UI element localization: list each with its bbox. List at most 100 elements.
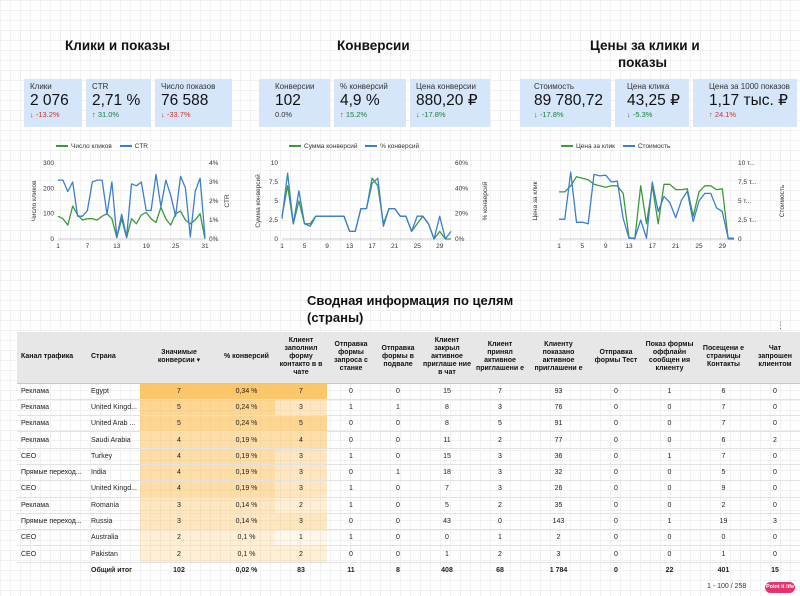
table-cell: 3 <box>140 513 218 531</box>
table-cell: 0 <box>590 448 642 465</box>
table-cell: 0 <box>375 480 421 498</box>
chart-clicks-ctr[interactable]: Число кликов CTR 300 200 100 0 4% 3% 2% 1% 0% 1 7 1… <box>20 143 235 255</box>
kpi-change: ↓ -17.8% <box>416 110 446 119</box>
table-cell: 3 <box>275 399 327 417</box>
table-row[interactable]: Реклама United Arab ... 5 0,24 % 5 0 0 8 5 91 0 0 7 0 <box>17 415 800 433</box>
kpi-card-ctr[interactable]: CTR 2,71 % ↑ 31.0% <box>86 79 151 127</box>
table-total-cell: 11 <box>347 567 355 575</box>
column-header[interactable]: Показ формы оффлайн сообщен ия клиенту <box>642 332 697 384</box>
table-cell: 11 <box>421 431 473 449</box>
table-cell: 0 <box>750 545 800 563</box>
chart-prices[interactable]: Цена за клик Стоимость 10 т... 7,5 т... 5 … <box>525 143 790 255</box>
x-tick-label: 25 <box>172 243 180 250</box>
kpi-change: ↓ -5.3% <box>627 110 653 119</box>
table-row[interactable]: Реклама United Kingd... 5 0,24 % 3 1 1 8 3 76 0 0 7 0 <box>17 399 800 417</box>
chart-conversions[interactable]: Сумма конверсий % конверсий 10 7,5 5 2,5 0 60… <box>248 143 493 255</box>
table-cell: 0,1 % <box>218 529 275 547</box>
kpi-card-cpc[interactable]: Цена клика 43,25 ₽ ↓ -5.3% <box>615 79 689 127</box>
table-row[interactable]: Реклама Romania 3 0,14 % 2 1 0 5 2 35 0 0 2 0 <box>17 497 800 514</box>
x-tick-label: 13 <box>113 243 121 250</box>
table-total-cell: 83 <box>297 567 305 575</box>
column-header[interactable]: Канал трафика <box>17 332 87 384</box>
table-cell: 77 <box>527 431 590 449</box>
table-cell: 3 <box>140 497 218 514</box>
y-tick-label-right: 4% <box>209 160 219 167</box>
table-total-row: Общий итог 102 0,02 % 83 11 8 408 68 1 784 0 22 401… <box>17 562 800 578</box>
section-title-conversions: Конверсии <box>337 38 410 53</box>
series-line-blue <box>58 173 206 238</box>
kpi-card-impressions[interactable]: Число показов 76 588 ↓ -33.7% <box>155 79 232 127</box>
y-axis-title-left: Сумма конверсий <box>254 174 262 228</box>
table-cell: 6 <box>697 431 750 449</box>
kpi-card-conversion-rate[interactable]: % конверсий 4,9 % ↑ 15.2% <box>334 79 406 127</box>
table-cell: 1 <box>327 448 375 465</box>
column-header[interactable]: Клиент заполнил форму контакто в в чате <box>275 332 327 384</box>
table-row[interactable]: CEO Australia 2 0,1 % 1 1 0 0 1 2 0 0 0 0 <box>17 529 800 547</box>
table-row[interactable]: CEO Pakistan 2 0,1 % 2 0 0 1 2 3 0 0 1 0 <box>17 545 800 563</box>
table-cell: 2 <box>697 497 750 514</box>
table-row[interactable]: CEO Turkey 4 0,19 % 3 1 0 15 3 36 0 1 7 0 <box>17 448 800 465</box>
column-header[interactable]: Отправка формы в подвале <box>375 332 421 384</box>
chart-svg: 10 7,5 5 2,5 0 60% 40% 20% 0% 1 5 9 13 17 21 25 29 Сумма … <box>254 160 489 250</box>
table-cell: Реклама <box>17 431 87 449</box>
x-tick-label: 19 <box>143 243 151 250</box>
table-cell: 0,14 % <box>218 513 275 531</box>
more-options-icon[interactable]: ⋮ <box>776 320 785 330</box>
table-cell: 2 <box>275 497 327 514</box>
table-cell: 7 <box>697 448 750 465</box>
kpi-label: Конверсии <box>275 82 315 91</box>
table-cell: 0 <box>590 415 642 433</box>
section-title-summary-line2: (страны) <box>307 310 364 325</box>
table-cell: 7 <box>473 383 527 400</box>
y-tick-label-left: 10 <box>271 160 279 167</box>
table-cell: 3 <box>473 464 527 482</box>
column-header[interactable]: Посещени е страницы Контакты <box>697 332 750 384</box>
table-cell: 7 <box>697 415 750 433</box>
table-row[interactable]: Реклама Saudi Arabia 4 0,19 % 4 0 0 11 2 77 0 0 6 2 <box>17 431 800 449</box>
table-cell: 0 <box>642 399 697 417</box>
table-cell: 0 <box>590 431 642 449</box>
column-header[interactable]: Клиент принял активное приглашени е <box>473 332 527 384</box>
pagination-info: 1 - 100 / 258 <box>707 583 747 590</box>
kpi-label: CTR <box>92 82 109 91</box>
y-tick-label-right: 10 т... <box>738 160 755 167</box>
kpi-label: Цена клика <box>627 82 670 91</box>
column-header[interactable]: Отправка формы запроса с станке <box>327 332 375 384</box>
column-header[interactable]: Значимые конверсии ▾ <box>140 332 218 384</box>
table-cell: 0 <box>590 399 642 417</box>
table-cell: Russia <box>87 513 140 531</box>
table-row[interactable]: Прямые переход... India 4 0,19 % 3 0 1 18 3 32 0 0 5… <box>17 464 800 482</box>
table-cell: 4 <box>140 480 218 498</box>
table-cell: 5 <box>275 415 327 433</box>
column-header[interactable]: % конверсий <box>218 332 275 384</box>
kpi-card-conversion-cost[interactable]: Цена конверсии 880,20 ₽ ↓ -17.8% <box>410 79 490 127</box>
y-tick-label-left: 100 <box>43 211 54 218</box>
column-header[interactable]: Чат запрошен клиентом <box>750 332 800 384</box>
table-cell: United Kingd... <box>87 399 140 417</box>
kpi-value: 76 588 <box>161 92 209 109</box>
table-cell: 91 <box>527 415 590 433</box>
table-row[interactable]: Реклама Egypt 7 0,34 % 7 0 0 15 7 93 0 1 6 0 <box>17 383 800 400</box>
column-header[interactable]: Страна <box>87 332 140 384</box>
table-cell: 43 <box>421 513 473 531</box>
kpi-card-cpm[interactable]: Цена за 1000 показов 1,17 тыс. ₽ ↑ 24.1% <box>693 79 797 127</box>
kpi-label: Клики <box>30 82 52 91</box>
table-cell: 0,24 % <box>218 399 275 417</box>
table-cell: 0 <box>642 464 697 482</box>
legend-swatch-icon <box>289 145 301 148</box>
kpi-card-conversions[interactable]: Конверсии 102 0.0% <box>259 79 330 127</box>
table-row[interactable]: Прямые переход... Russia 3 0,14 % 3 0 0 43 0 143 0… <box>17 513 800 531</box>
x-tick-label: 21 <box>391 243 399 250</box>
table-cell: 0 <box>750 497 800 514</box>
x-tick-label: 29 <box>719 243 727 250</box>
x-tick-label: 1 <box>557 243 561 250</box>
table-row[interactable]: CEO United Kingd... 4 0,19 % 3 1 0 7 3 26 0 0 9 0 <box>17 480 800 498</box>
kpi-card-clicks[interactable]: Клики 2 076 ↓ -13.2% <box>24 79 82 127</box>
x-tick-label: 25 <box>414 243 422 250</box>
kpi-card-cost[interactable]: Стоимость 89 780,72 ↓ -17.8% <box>520 79 611 127</box>
kpi-label: % конверсий <box>340 82 388 91</box>
table-cell: 0,1 % <box>218 545 275 563</box>
column-header[interactable]: Клиент закрыл активное приглаше ние в ча… <box>421 332 473 384</box>
column-header[interactable]: Клиенту показано активное приглашени е <box>527 332 590 384</box>
column-header[interactable]: Отправка формы Тест <box>590 332 642 384</box>
